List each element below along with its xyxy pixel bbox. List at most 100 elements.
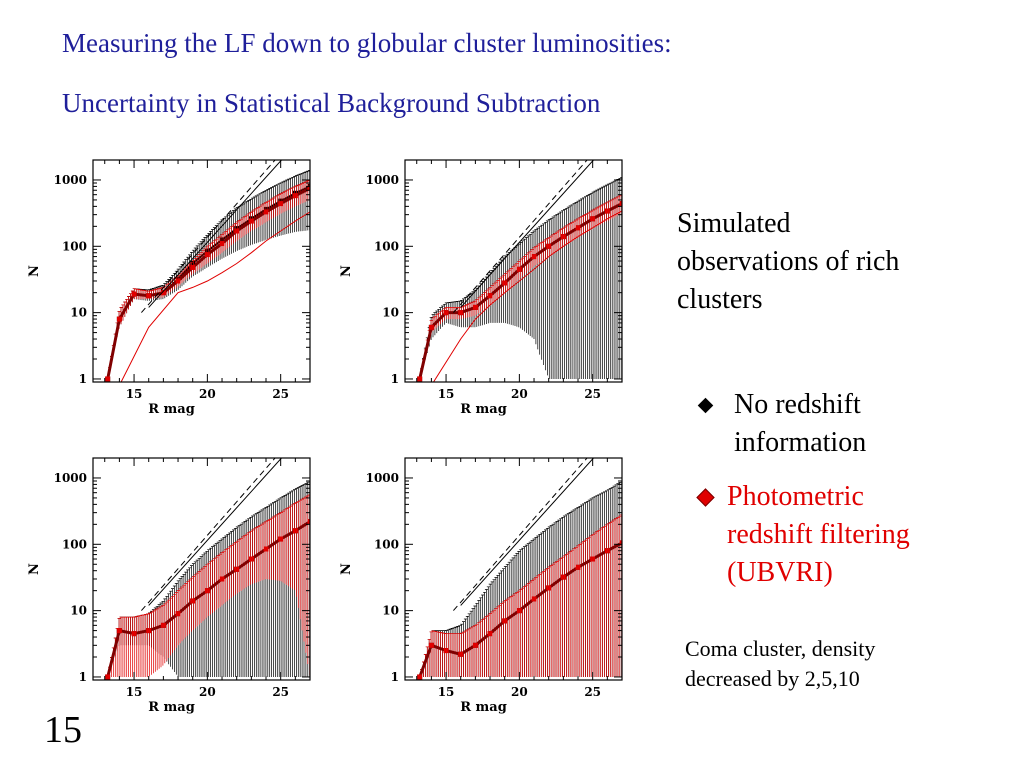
x-axis-title: R mag: [460, 402, 507, 417]
slide-title-line-1: Measuring the LF down to globular cluste…: [62, 28, 672, 58]
dashed-line-black: [141, 160, 276, 313]
data-point: [575, 564, 581, 570]
data-point: [146, 293, 152, 299]
plot-frame: [92, 159, 311, 383]
note-line: decreased by 2,5,10: [685, 666, 860, 691]
plot-area: [417, 458, 622, 680]
data-point: [516, 266, 522, 272]
plot-area: [105, 458, 310, 680]
data-point: [472, 304, 478, 310]
y-tick-label: 10: [70, 306, 87, 320]
y-axis-title: N: [339, 563, 354, 575]
bullet-line: Photometric: [727, 481, 864, 512]
data-point: [248, 556, 254, 562]
diamond-bullet-icon: [696, 488, 715, 507]
data-point: [516, 608, 522, 614]
data-point: [278, 536, 284, 542]
data-point: [443, 648, 449, 654]
dashed-line-black: [453, 160, 588, 313]
x-tick-label: 20: [511, 685, 528, 699]
slide-title-line-2: Uncertainty in Statistical Background Su…: [62, 88, 601, 118]
bullet-line: redshift filtering: [727, 519, 910, 550]
y-tick-label: 1: [391, 670, 399, 684]
dashed-line-black: [453, 458, 588, 611]
diamond-bullet-icon: [697, 397, 714, 414]
x-tick-label: 20: [199, 685, 216, 699]
data-point: [487, 293, 493, 299]
y-tick-label: 1: [79, 670, 87, 684]
series-line-red: [106, 186, 310, 380]
y-tick-label: 10: [382, 604, 399, 618]
x-axis-title: R mag: [460, 700, 507, 715]
data-point: [428, 642, 434, 648]
lf-plot-top-left: 1 10 100 1000 15 20 25 R mag N: [27, 159, 311, 417]
data-point: [502, 280, 508, 286]
data-point: [531, 596, 537, 602]
y-tick-label: 100: [374, 239, 399, 253]
data-point: [417, 376, 423, 382]
y-tick-label: 1000: [366, 173, 399, 187]
error-bars-black: [418, 177, 622, 380]
plot-frame: [404, 457, 623, 681]
data-point: [458, 310, 464, 316]
data-point: [619, 201, 622, 207]
data-point: [204, 248, 210, 254]
data-point: [116, 628, 122, 634]
data-point: [546, 585, 552, 591]
y-axis-title: N: [27, 265, 42, 277]
x-tick-label: 15: [438, 387, 455, 401]
x-axis-title: R mag: [148, 700, 195, 715]
data-point: [278, 198, 284, 204]
data-point: [204, 252, 210, 258]
y-tick-label: 100: [62, 537, 87, 551]
model-line-black: [460, 160, 595, 308]
data-point: [116, 316, 122, 322]
data-point: [590, 216, 596, 222]
data-point: [190, 598, 196, 604]
bullet-line: (UBVRI): [727, 557, 833, 588]
model-line-black: [460, 458, 595, 606]
bullet-text: Photometric redshift filtering (UBVRI): [727, 478, 910, 592]
model-line-black: [148, 160, 283, 308]
data-point: [263, 209, 269, 215]
data-point: [604, 548, 610, 554]
y-tick-label: 10: [382, 306, 399, 320]
data-point: [604, 208, 610, 214]
data-point: [219, 576, 225, 582]
data-point: [219, 241, 225, 247]
y-tick-label: 10: [70, 604, 87, 618]
x-tick-label: 25: [272, 685, 289, 699]
bullet-line: information: [734, 427, 867, 458]
x-tick-label: 15: [126, 387, 143, 401]
x-tick-label: 25: [584, 685, 601, 699]
y-tick-label: 100: [374, 537, 399, 551]
x-tick-label: 15: [126, 685, 143, 699]
data-point: [560, 574, 566, 580]
x-tick-label: 25: [272, 387, 289, 401]
data-point: [131, 291, 137, 297]
data-point: [619, 540, 622, 546]
y-tick-label: 1000: [54, 471, 87, 485]
bullet-line: No redshift: [734, 389, 861, 420]
data-point: [175, 278, 181, 284]
data-point: [248, 218, 254, 224]
data-point: [575, 225, 581, 231]
data-point: [204, 588, 210, 594]
note-line: Coma cluster, density: [685, 636, 876, 661]
data-point: [417, 674, 423, 680]
dashed-line-black: [141, 458, 276, 611]
data-point: [428, 324, 434, 330]
data-point: [234, 566, 240, 572]
y-tick-label: 1: [79, 372, 87, 386]
series-line-black: [106, 185, 310, 380]
plot-area: [417, 160, 622, 382]
description-line: Simulated: [677, 208, 791, 239]
data-point: [546, 243, 552, 249]
error-bars-red: [106, 179, 310, 380]
data-point: [590, 556, 596, 562]
description-line: clusters: [677, 284, 763, 315]
x-tick-label: 20: [511, 387, 528, 401]
data-point: [560, 234, 566, 240]
plot-frame: [92, 457, 311, 681]
data-point: [190, 264, 196, 270]
